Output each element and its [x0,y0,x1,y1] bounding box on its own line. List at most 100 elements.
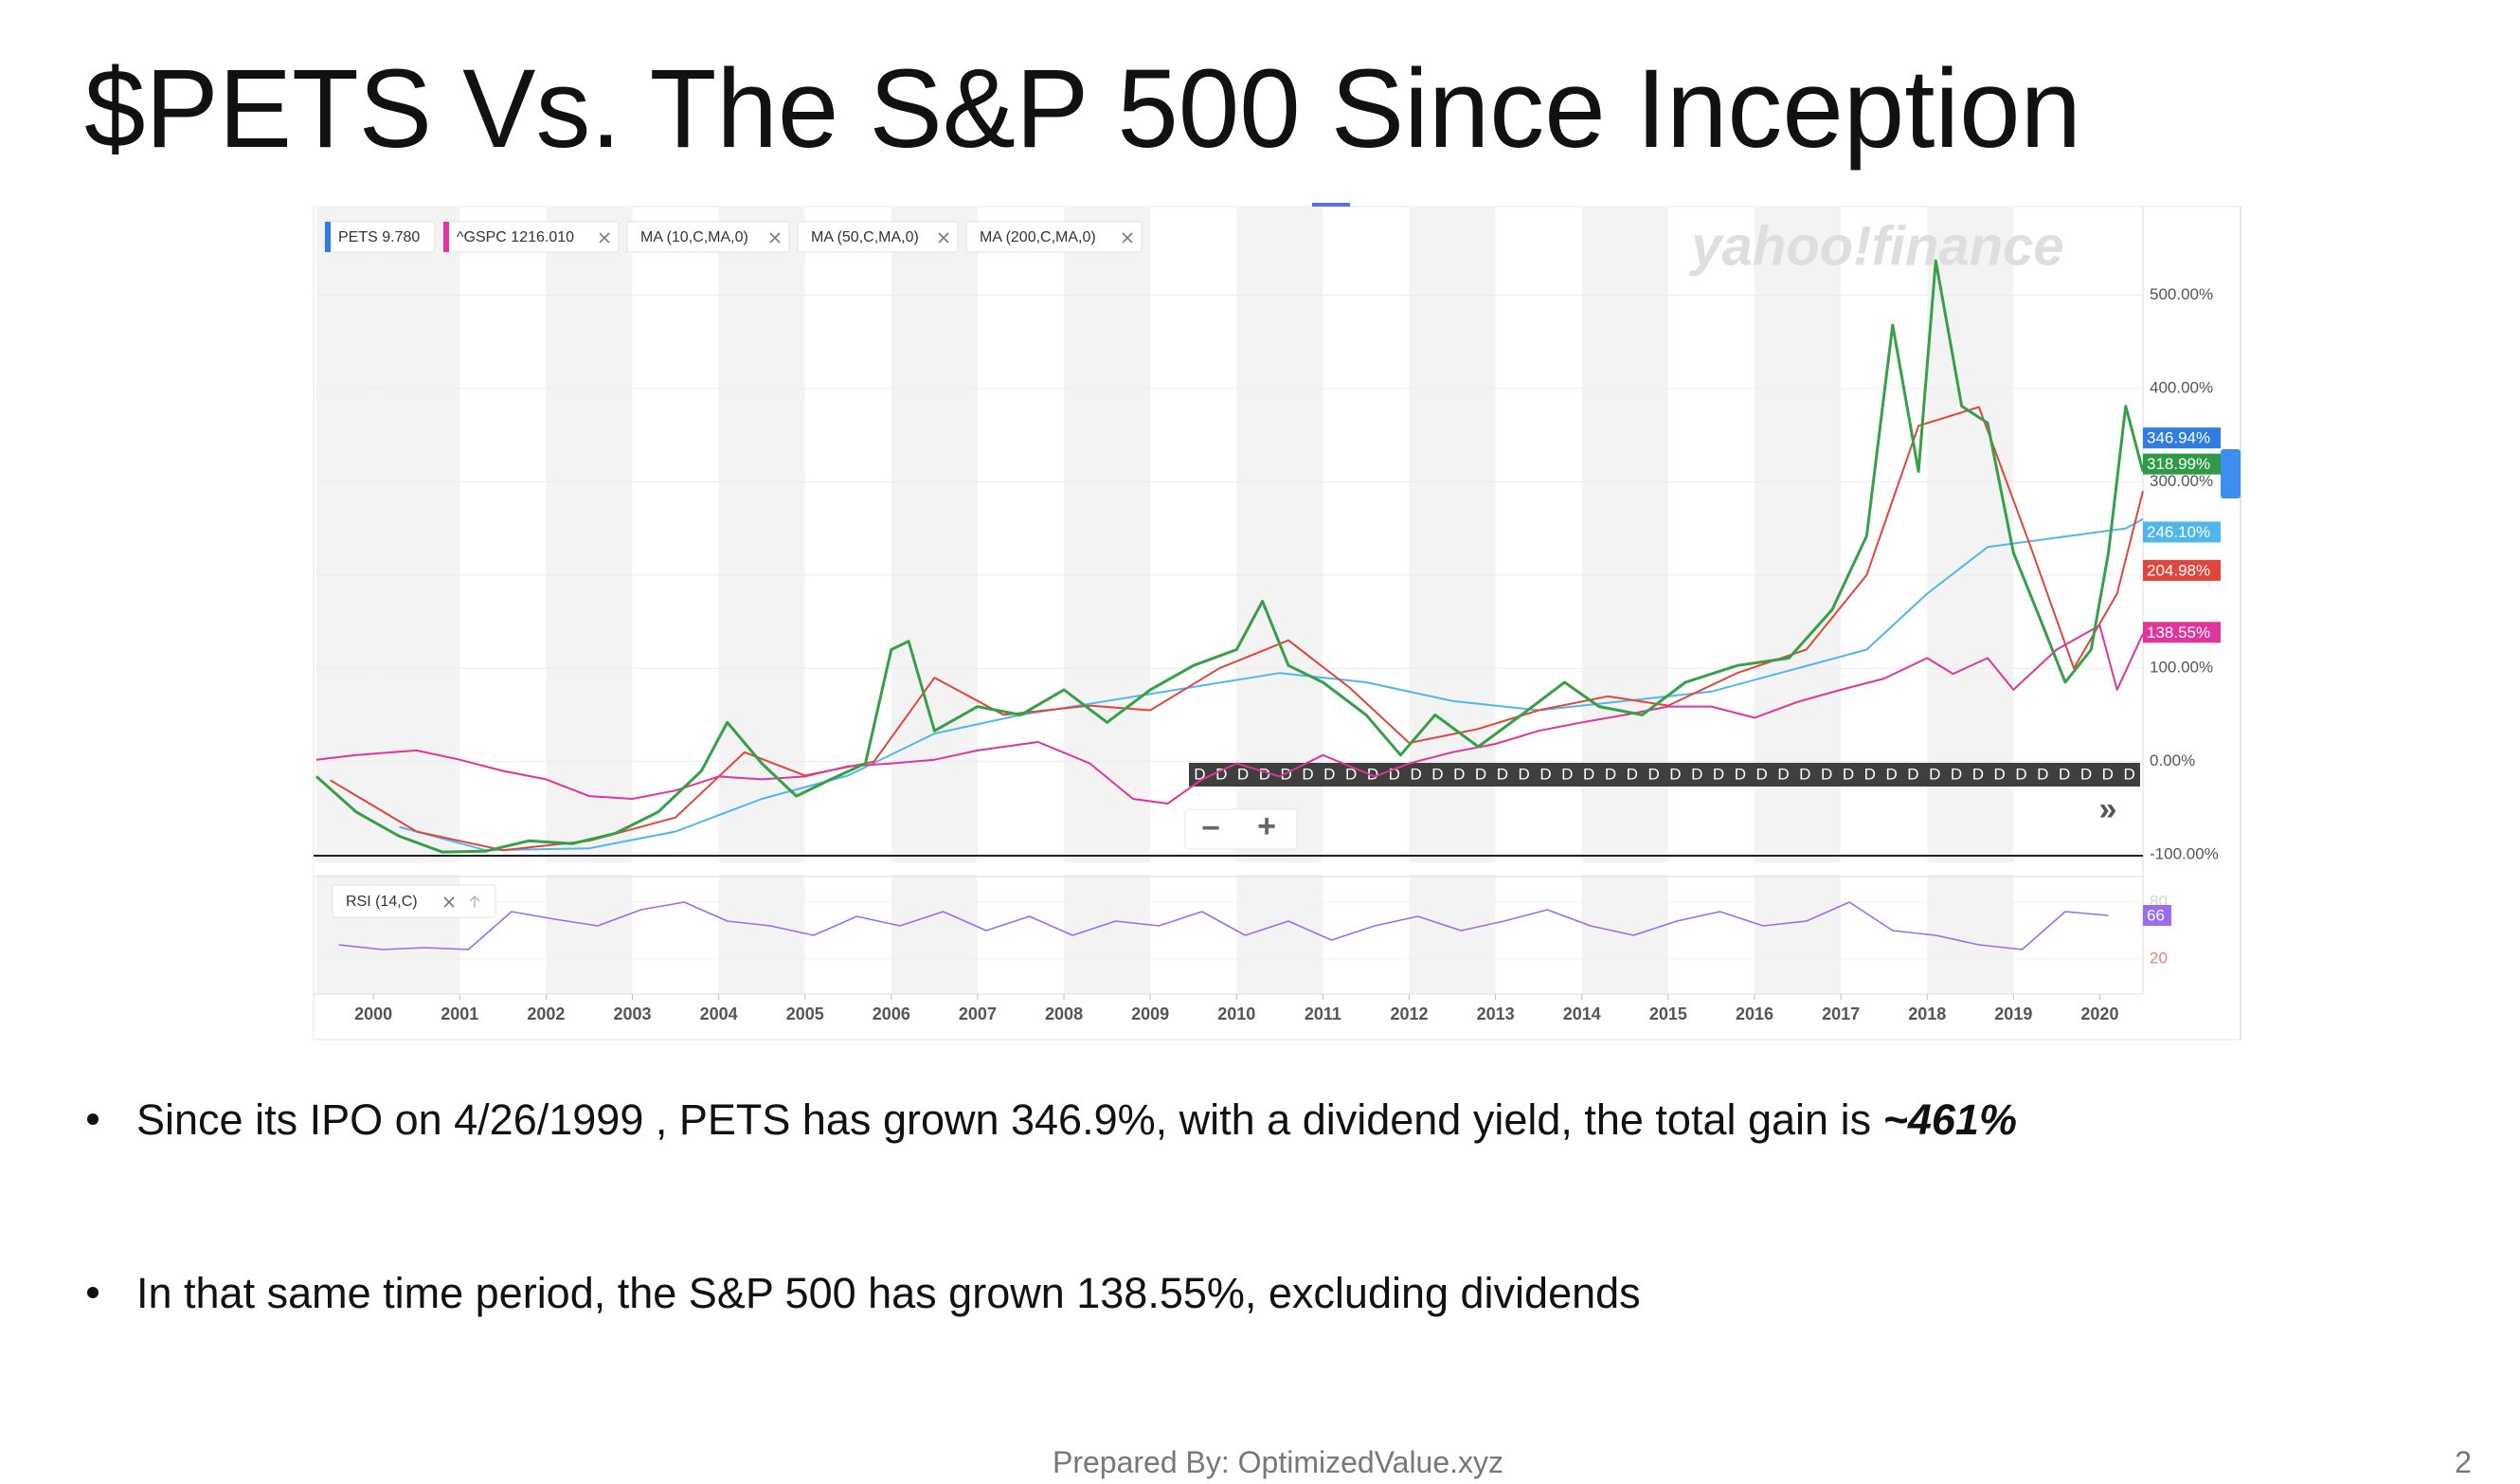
x-tick-label: 2017 [1822,1004,1860,1023]
last-value-box [2143,622,2221,643]
dividend-marker: D [1561,765,1573,783]
dividend-marker: D [1669,765,1681,783]
dividend-marker: D [2059,765,2070,783]
rsi-last-label: 66 [2147,906,2165,924]
legend-label: MA (10,C,MA,0) [640,229,748,245]
zoom-buttons [1184,808,1298,850]
dividend-marker: D [1345,765,1357,783]
legend-bar [443,222,449,252]
y-tick-label: 300.00% [2150,472,2213,490]
x-tick-label: 2011 [1305,1004,1341,1023]
legend-label: PETS 9.780 [338,229,420,245]
last-value-label: 204.98% [2147,561,2210,579]
dividend-marker: D [1431,765,1443,783]
x-tick-label: 2000 [354,1004,392,1023]
legend-label: MA (50,C,MA,0) [811,229,919,245]
x-tick-label: 2009 [1131,1004,1169,1023]
dividend-marker: D [1907,765,1918,783]
bullet-emphasis: ~461% [1883,1095,2017,1144]
close-icon [1122,232,1133,244]
dividend-marker: D [1259,765,1270,783]
dividend-marker: D [1627,765,1638,783]
dividend-marker: D [1735,765,1746,783]
dividend-marker: D [1475,765,1486,783]
zoom-in-button[interactable]: + [1257,808,1276,844]
x-tick-label: 2005 [786,1004,824,1023]
dividend-marker: D [1929,765,1940,783]
dividend-row [1189,763,2140,787]
bullet-text: Since its IPO on 4/26/1999 , PETS has gr… [136,1095,1883,1144]
dividend-marker: D [1843,765,1854,783]
rsi-last-box [2143,905,2171,926]
y-tick-label: -100.00% [2150,845,2219,863]
x-tick-label: 2010 [1217,1004,1255,1023]
dividend-marker: D [1519,765,1530,783]
side-handle [2221,449,2241,498]
close-icon [938,232,949,244]
x-tick-label: 2008 [1045,1004,1083,1023]
footer: Prepared By: OptimizedValue.xyz [1053,1445,1503,1479]
dividend-marker: D [1799,765,1810,783]
close-icon [599,232,610,244]
dividend-marker: D [1777,765,1789,783]
dividend-marker: D [2015,765,2026,783]
year-band [1581,207,1668,994]
legend-label: MA (200,C,MA,0) [980,229,1096,245]
x-tick-label: 2006 [873,1004,910,1023]
last-value-box [2143,453,2221,475]
year-band [1064,207,1151,994]
dividend-marker: D [2102,765,2114,783]
last-value-box [2143,521,2221,543]
x-tick-label: 2001 [441,1004,478,1023]
series-line [315,624,2144,805]
legend-chip [797,221,959,253]
rsi-tick-label: 20 [2150,949,2168,967]
dividend-marker: D [2123,765,2134,783]
dividend-marker: D [1647,765,1659,783]
dividend-marker: D [1756,765,1768,783]
dividend-marker: D [1453,765,1465,783]
last-value-label: 318.99% [2147,455,2210,473]
dividend-marker: D [1821,765,1832,783]
bullet: Since its IPO on 4/26/1999 , PETS has gr… [136,1095,2017,1144]
dividend-marker: D [1885,765,1897,783]
rsi-line [338,901,2109,950]
legend-bar [325,222,331,252]
x-tick-label: 2002 [527,1004,565,1023]
expand-button[interactable]: » [2099,791,2117,827]
chart: yahoo!finance 500.00% 400.00% 300.00% 20 0.00… [313,203,2241,1041]
x-tick-label: 2003 [613,1004,651,1023]
dividend-marker: D [1410,765,1421,783]
dividend-marker: D [2037,765,2048,783]
last-value-label: 138.55% [2147,624,2210,642]
dividend-marker: D [1605,765,1616,783]
y-tick-label: 400.00% [2150,378,2213,396]
last-value-box [2143,427,2221,449]
series-line [330,406,2144,852]
dividend-marker: D [1864,765,1876,783]
dividend-marker: D [1367,765,1378,783]
zoom-out-button[interactable]: − [1201,810,1220,846]
year-band [1927,207,2014,994]
watermark: yahoo!finance [1688,215,2063,277]
dividend-marker: D [1994,765,2006,783]
x-tick-label: 2018 [1908,1004,1946,1023]
y-tick-label: 500.00% [2150,285,2213,303]
year-band [546,207,633,994]
dividend-marker: D [1691,765,1702,783]
year-band [1236,207,1323,994]
dividend-marker: D [1713,765,1724,783]
x-tick-label: 2013 [1477,1004,1515,1023]
close-icon [443,896,455,908]
last-value-label: 346.94% [2147,429,2210,447]
x-tick-label: 2014 [1563,1004,1601,1023]
bullet-dot [87,1113,99,1125]
legend-label: ^GSPC 1216.010 [457,229,574,245]
up-icon [469,895,480,908]
dividend-marker: D [1323,765,1335,783]
rsi-label: RSI (14,C) [346,894,418,910]
series-line [315,259,2145,854]
page-number: 2 [2455,1445,2472,1479]
